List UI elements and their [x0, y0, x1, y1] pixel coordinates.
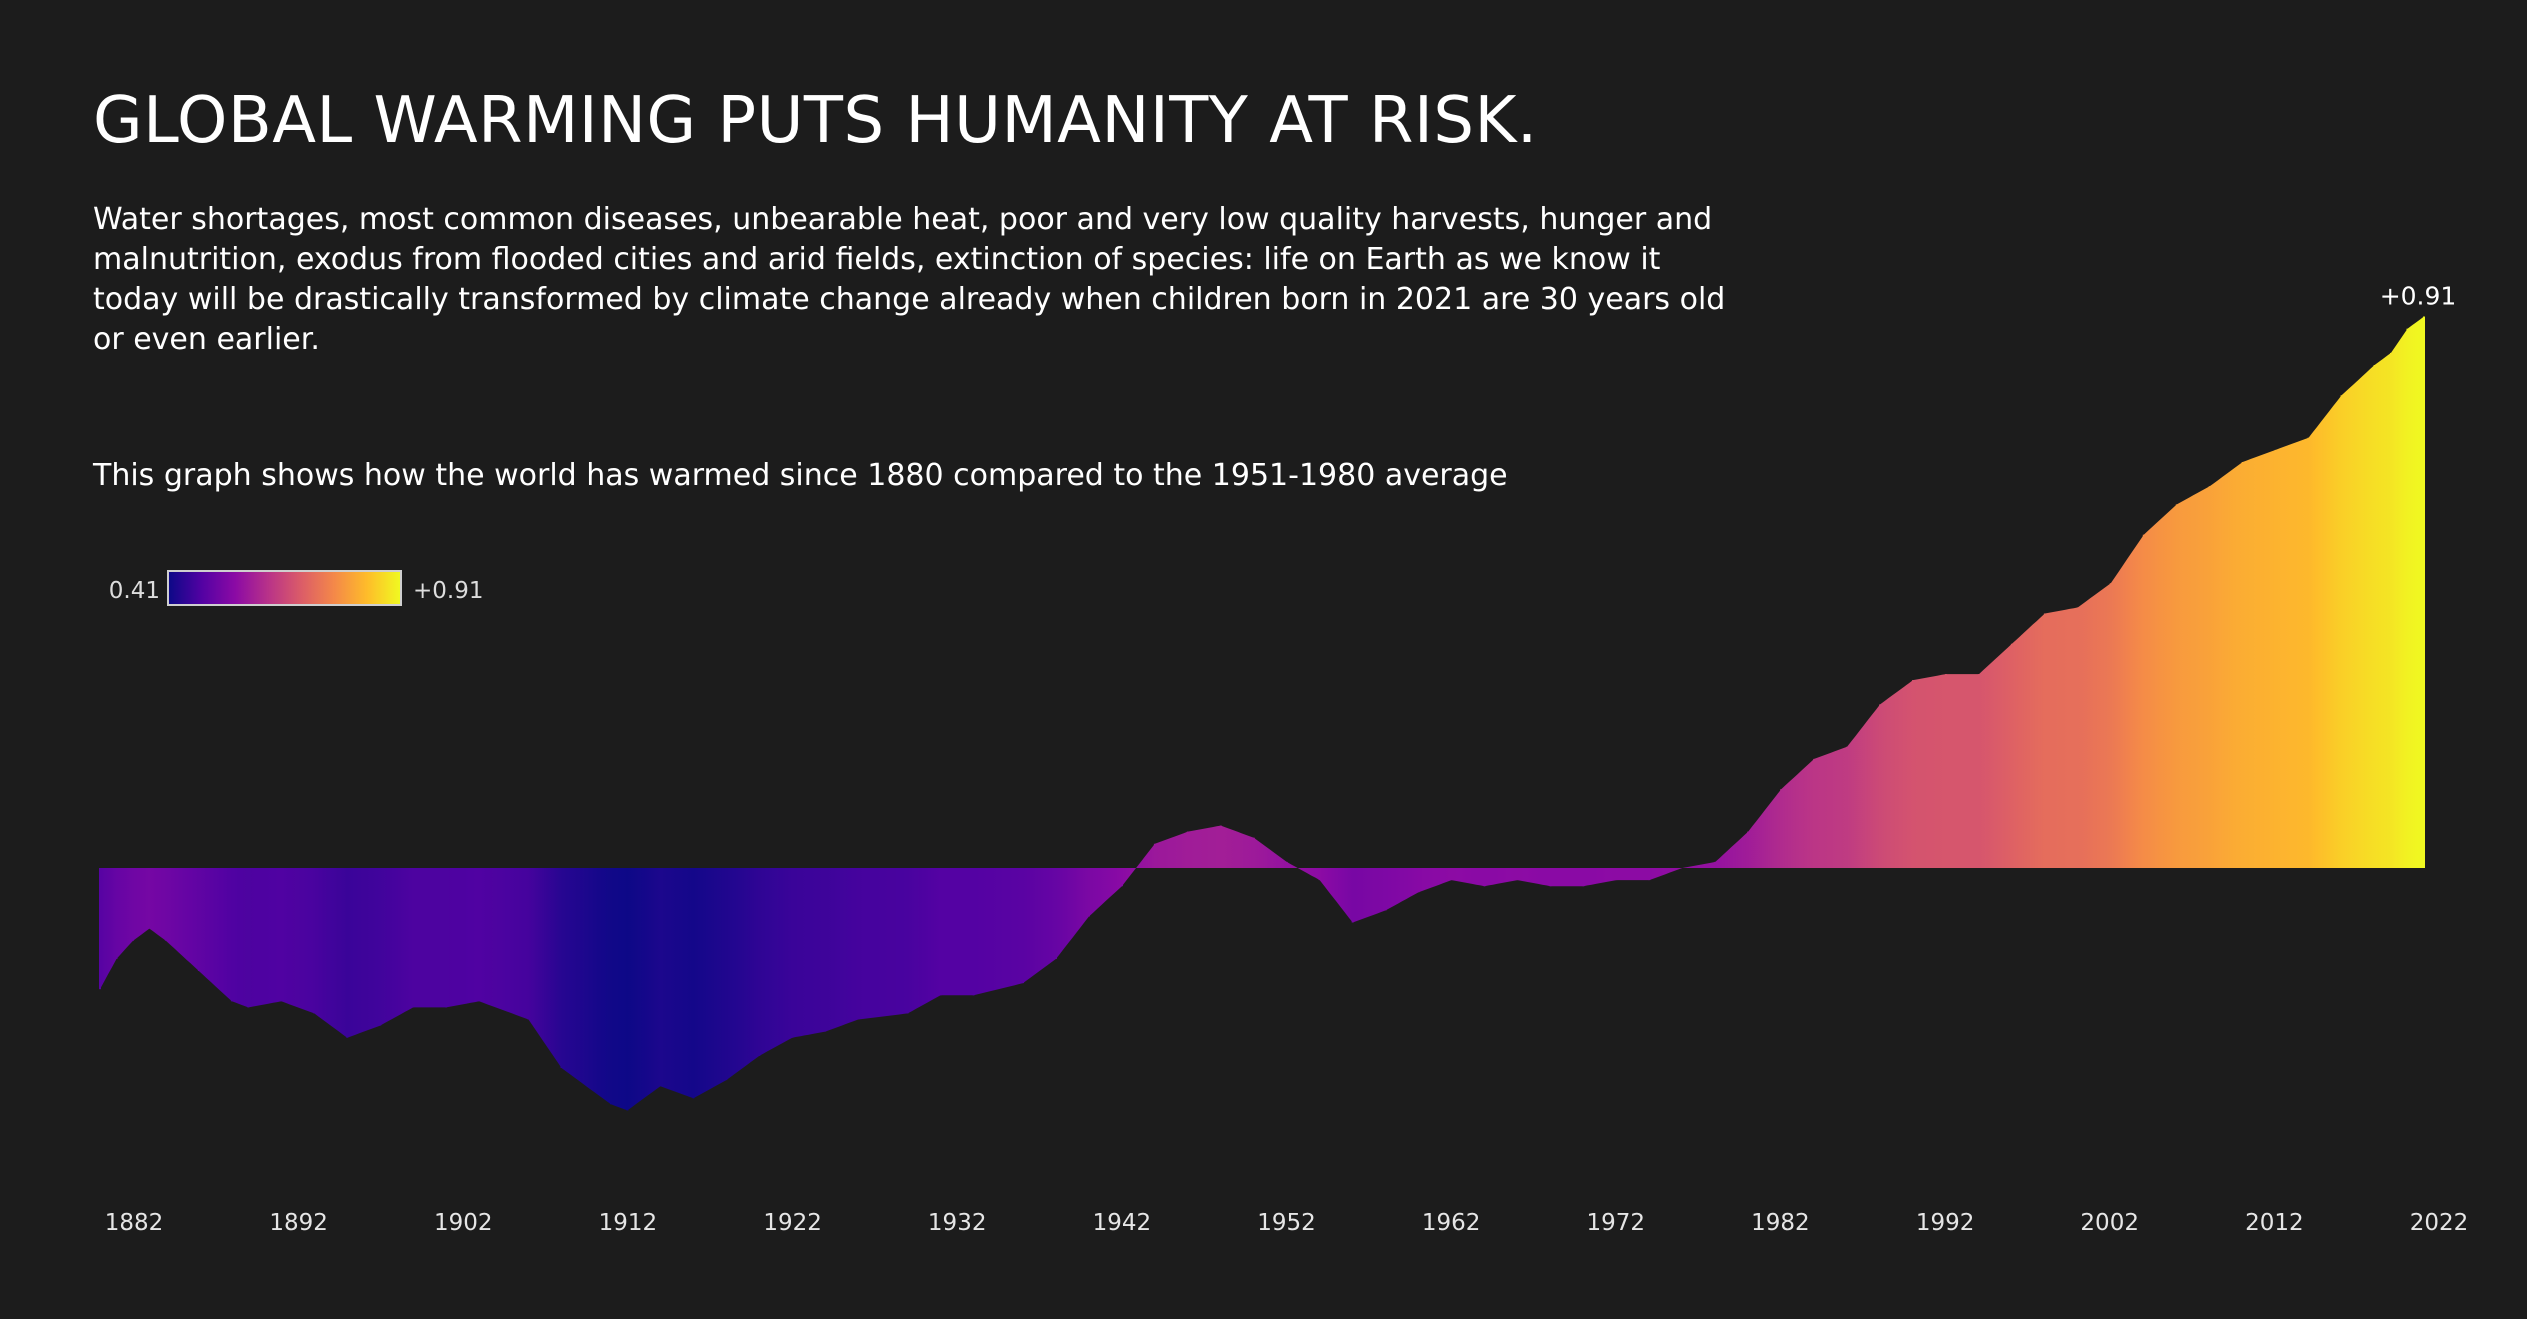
x-tick-label: 2012 [2245, 1210, 2304, 1236]
x-tick-label: 1962 [1422, 1210, 1481, 1236]
legend-color-bar [167, 570, 402, 606]
intro-paragraph: Water shortages, most common diseases, u… [93, 202, 1726, 357]
legend-max-label: +0.91 [413, 578, 484, 604]
x-tick-label: 1952 [1257, 1210, 1316, 1236]
legend-min-label: 0.41 [108, 578, 160, 604]
x-tick-label: 1932 [928, 1210, 987, 1236]
x-tick-label: 2022 [2410, 1210, 2469, 1236]
x-tick-label: 2002 [2080, 1210, 2139, 1236]
x-tick-label: 1972 [1587, 1210, 1646, 1236]
x-tick-label: 1922 [763, 1210, 822, 1236]
x-axis: 1882 1892 1902 1912 1922 1932 1942 1952 1962 1972… [105, 1210, 2469, 1236]
page-title: GLOBAL WARMING PUTS HUMANITY AT RISK. [93, 84, 1538, 158]
anomaly-area [100, 316, 2424, 1111]
x-tick-label: 1902 [434, 1210, 493, 1236]
x-tick-label: 1882 [105, 1210, 164, 1236]
x-tick-label: 1992 [1916, 1210, 1975, 1236]
end-value-label: +0.91 [2380, 282, 2457, 311]
chart-subtitle: This graph shows how the world has warme… [93, 458, 1508, 493]
x-tick-label: 1942 [1093, 1210, 1152, 1236]
x-tick-label: 1892 [269, 1210, 328, 1236]
x-tick-label: 1982 [1751, 1210, 1810, 1236]
x-tick-label: 1912 [599, 1210, 658, 1236]
